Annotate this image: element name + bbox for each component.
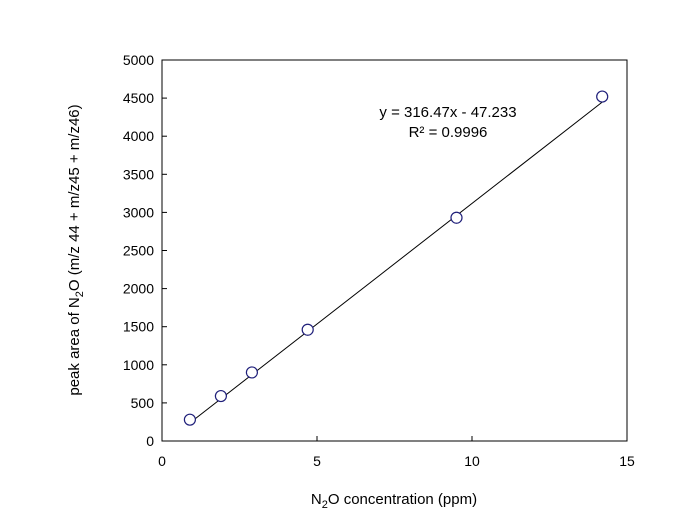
data-point bbox=[301, 323, 314, 336]
x-tick-label: 5 bbox=[313, 453, 321, 469]
data-points bbox=[183, 90, 609, 426]
x-axis-title-suffix: O concentration (ppm) bbox=[328, 491, 477, 508]
y-axis-title: peak area of N2O (m/z 44 + m/z45 + m/z46… bbox=[66, 104, 86, 395]
x-axis-title-prefix: N bbox=[311, 491, 322, 508]
x-tick-label: 0 bbox=[158, 453, 166, 469]
y-axis-ticks: 0 500 1000 1500 2000 2500 3000 3500 4000 4500 5000 bbox=[123, 52, 167, 449]
y-tick-label: 3500 bbox=[123, 166, 154, 182]
y-axis-title-prefix: peak area of N bbox=[66, 297, 83, 395]
y-tick-label: 0 bbox=[146, 433, 154, 449]
data-point bbox=[183, 413, 196, 426]
y-tick-label: 2000 bbox=[123, 281, 154, 297]
trendline-equation: y = 316.47x - 47.233 bbox=[379, 104, 516, 121]
y-tick-label: 3000 bbox=[123, 204, 154, 220]
y-tick-label: 1000 bbox=[123, 357, 154, 373]
y-tick-label: 1500 bbox=[123, 319, 154, 335]
trendline bbox=[189, 101, 603, 424]
data-point bbox=[596, 90, 609, 103]
y-tick-label: 4500 bbox=[123, 90, 154, 106]
data-point bbox=[214, 389, 227, 403]
y-tick-label: 500 bbox=[131, 395, 155, 411]
y-axis-title-subscript: 2 bbox=[74, 291, 86, 297]
y-tick-label: 5000 bbox=[123, 52, 154, 68]
data-point bbox=[245, 366, 258, 379]
data-point bbox=[450, 211, 463, 224]
trendline-r-squared: R² = 0.9996 bbox=[409, 124, 488, 141]
y-tick-label: 4000 bbox=[123, 128, 154, 144]
x-axis-title: N2O concentration (ppm) bbox=[311, 491, 477, 511]
x-axis-ticks: 0 5 10 15 bbox=[158, 436, 635, 469]
x-axis-title-subscript: 2 bbox=[322, 499, 328, 511]
y-tick-label: 2500 bbox=[123, 243, 154, 259]
y-axis-title-suffix: O (m/z 44 + m/z45 + m/z46) bbox=[66, 104, 83, 291]
x-tick-label: 15 bbox=[619, 453, 635, 469]
trendline-group bbox=[189, 101, 603, 424]
x-tick-label: 10 bbox=[464, 453, 480, 469]
